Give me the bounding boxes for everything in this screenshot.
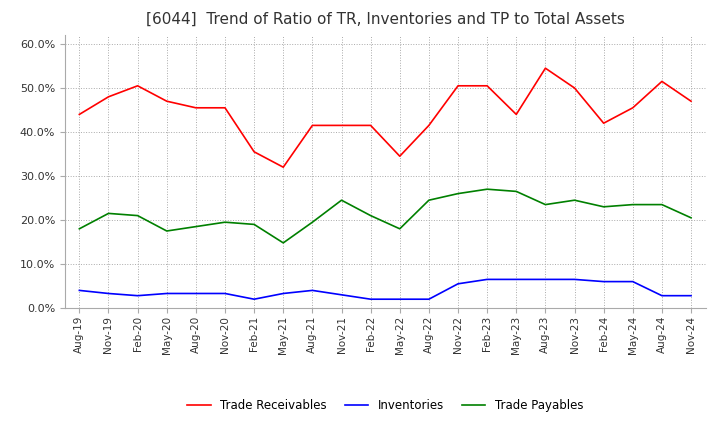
Trade Payables bbox=[541, 202, 550, 207]
Inventories bbox=[657, 293, 666, 298]
Inventories bbox=[308, 288, 317, 293]
Trade Receivables bbox=[687, 99, 696, 104]
Inventories bbox=[366, 297, 375, 302]
Trade Payables bbox=[657, 202, 666, 207]
Inventories bbox=[337, 292, 346, 297]
Trade Receivables bbox=[657, 79, 666, 84]
Legend: Trade Receivables, Inventories, Trade Payables: Trade Receivables, Inventories, Trade Pa… bbox=[182, 394, 588, 417]
Inventories bbox=[541, 277, 550, 282]
Trade Receivables bbox=[337, 123, 346, 128]
Trade Receivables bbox=[75, 112, 84, 117]
Inventories bbox=[483, 277, 492, 282]
Trade Receivables bbox=[541, 66, 550, 71]
Trade Payables bbox=[454, 191, 462, 196]
Line: Inventories: Inventories bbox=[79, 279, 691, 299]
Trade Receivables bbox=[163, 99, 171, 104]
Title: [6044]  Trend of Ratio of TR, Inventories and TP to Total Assets: [6044] Trend of Ratio of TR, Inventories… bbox=[145, 12, 625, 27]
Inventories bbox=[163, 291, 171, 296]
Trade Receivables bbox=[192, 105, 200, 110]
Trade Receivables bbox=[425, 123, 433, 128]
Trade Receivables bbox=[220, 105, 229, 110]
Trade Receivables bbox=[366, 123, 375, 128]
Trade Payables bbox=[629, 202, 637, 207]
Trade Receivables bbox=[104, 94, 113, 99]
Trade Payables bbox=[279, 240, 287, 246]
Trade Payables bbox=[308, 220, 317, 225]
Trade Receivables bbox=[512, 112, 521, 117]
Trade Payables bbox=[163, 228, 171, 234]
Inventories bbox=[133, 293, 142, 298]
Inventories bbox=[192, 291, 200, 296]
Inventories bbox=[220, 291, 229, 296]
Trade Payables bbox=[366, 213, 375, 218]
Trade Receivables bbox=[133, 83, 142, 88]
Trade Receivables bbox=[570, 85, 579, 91]
Trade Payables bbox=[512, 189, 521, 194]
Trade Payables bbox=[192, 224, 200, 229]
Trade Receivables bbox=[629, 105, 637, 110]
Trade Payables bbox=[599, 204, 608, 209]
Inventories bbox=[104, 291, 113, 296]
Inventories bbox=[629, 279, 637, 284]
Inventories bbox=[395, 297, 404, 302]
Inventories bbox=[425, 297, 433, 302]
Trade Receivables bbox=[454, 83, 462, 88]
Trade Payables bbox=[337, 198, 346, 203]
Trade Payables bbox=[250, 222, 258, 227]
Trade Payables bbox=[687, 215, 696, 220]
Trade Payables bbox=[483, 187, 492, 192]
Line: Trade Receivables: Trade Receivables bbox=[79, 68, 691, 167]
Inventories bbox=[454, 281, 462, 286]
Trade Receivables bbox=[599, 121, 608, 126]
Trade Receivables bbox=[308, 123, 317, 128]
Trade Receivables bbox=[395, 154, 404, 159]
Inventories bbox=[687, 293, 696, 298]
Trade Receivables bbox=[483, 83, 492, 88]
Trade Receivables bbox=[279, 165, 287, 170]
Trade Payables bbox=[425, 198, 433, 203]
Trade Payables bbox=[395, 226, 404, 231]
Trade Payables bbox=[220, 220, 229, 225]
Inventories bbox=[512, 277, 521, 282]
Trade Payables bbox=[133, 213, 142, 218]
Inventories bbox=[279, 291, 287, 296]
Trade Receivables bbox=[250, 149, 258, 154]
Inventories bbox=[250, 297, 258, 302]
Inventories bbox=[599, 279, 608, 284]
Inventories bbox=[75, 288, 84, 293]
Trade Payables bbox=[75, 226, 84, 231]
Trade Payables bbox=[104, 211, 113, 216]
Inventories bbox=[570, 277, 579, 282]
Trade Payables bbox=[570, 198, 579, 203]
Line: Trade Payables: Trade Payables bbox=[79, 189, 691, 243]
